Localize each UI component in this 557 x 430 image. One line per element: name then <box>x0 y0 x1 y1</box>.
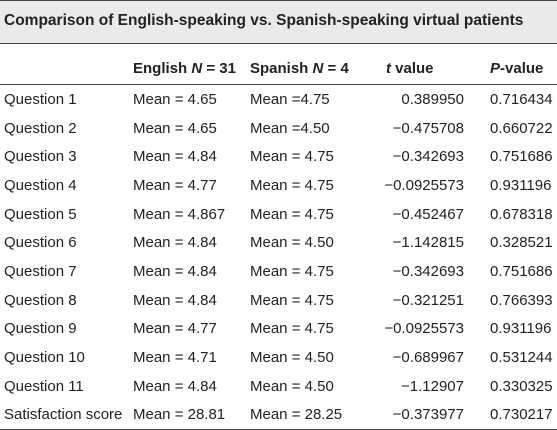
t-value: −0.475708 <box>392 119 464 137</box>
spanish-mean: Mean = 4.50 <box>250 349 334 367</box>
row-label: Satisfaction score <box>4 406 123 424</box>
t-value: −0.342693 <box>392 262 464 280</box>
row-label: Question 3 <box>4 148 77 166</box>
comparison-table: English N = 31 Spanish N = 4 t value P-v… <box>0 52 557 430</box>
english-mean: Mean = 4.84 <box>133 262 217 280</box>
header-question <box>0 52 129 85</box>
spanish-mean: Mean = 4.75 <box>250 320 334 338</box>
header-english: English N = 31 <box>133 59 236 77</box>
t-value: −0.0925573 <box>384 320 464 338</box>
row-label: Question 6 <box>4 234 77 252</box>
english-mean: Mean = 4.84 <box>133 234 217 252</box>
row-label: Question 11 <box>4 377 84 395</box>
p-value: 0.330325 <box>490 377 553 395</box>
spanish-mean: Mean =4.75 <box>250 90 330 108</box>
p-value: 0.660722 <box>490 119 553 137</box>
table-header: English N = 31 Spanish N = 4 t value P-v… <box>0 52 557 85</box>
p-value: 0.678318 <box>490 205 553 223</box>
spanish-mean: Mean = 4.50 <box>250 234 334 252</box>
table-row: Satisfaction score Mean = 28.81 Mean = 28.… <box>0 401 557 430</box>
p-value: 0.931196 <box>490 320 552 338</box>
row-label: Question 5 <box>4 205 77 223</box>
t-value: 0.389950 <box>401 90 464 108</box>
p-value: 0.751686 <box>490 148 553 166</box>
table-row: Question 5 Mean = 4.867 Mean = 4.75 −0.4524… <box>0 200 557 229</box>
row-label: Question 1 <box>4 90 77 108</box>
english-mean: Mean = 4.77 <box>133 176 217 194</box>
english-mean: Mean = 4.65 <box>133 90 217 108</box>
header-p-value: P-value <box>490 59 544 77</box>
p-value: 0.328521 <box>490 234 553 252</box>
spanish-mean: Mean = 4.75 <box>250 176 334 194</box>
t-value: −0.452467 <box>392 205 464 223</box>
spanish-mean: Mean = 28.25 <box>250 406 343 424</box>
table-row: Question 3 Mean = 4.84 Mean = 4.75 −0.34269… <box>0 142 557 171</box>
row-label: Question 8 <box>4 291 77 309</box>
row-label: Question 9 <box>4 320 77 338</box>
table-row: Question 7 Mean = 4.84 Mean = 4.75 −0.34269… <box>0 257 557 286</box>
table-title: Comparison of English-speaking vs. Spani… <box>4 12 524 29</box>
english-mean: Mean = 4.867 <box>133 205 226 223</box>
english-mean: Mean = 28.81 <box>133 406 226 424</box>
p-value: 0.716434 <box>490 90 553 108</box>
table-row: Question 9 Mean = 4.77 Mean = 4.75 −0.09255… <box>0 315 557 344</box>
table-row: Question 1 Mean = 4.65 Mean =4.75 0.389950 0… <box>0 85 557 114</box>
english-mean: Mean = 4.71 <box>133 349 217 367</box>
spanish-mean: Mean = 4.75 <box>250 262 334 280</box>
header-row: English N = 31 Spanish N = 4 t value P-v… <box>0 52 557 85</box>
p-value: 0.751686 <box>490 262 553 280</box>
row-label: Question 7 <box>4 262 77 280</box>
english-mean: Mean = 4.65 <box>133 119 217 137</box>
p-value: 0.730217 <box>490 406 553 424</box>
table-row: Question 11 Mean = 4.84 Mean = 4.50 −1.1290… <box>0 372 557 401</box>
row-label: Question 10 <box>4 349 85 367</box>
p-value: 0.766393 <box>490 291 553 309</box>
table-row: Question 4 Mean = 4.77 Mean = 4.75 −0.09255… <box>0 171 557 200</box>
t-value: −0.0925573 <box>384 176 464 194</box>
t-value: −1.12907 <box>401 377 464 395</box>
spanish-mean: Mean = 4.75 <box>250 205 334 223</box>
table-row: Question 2 Mean = 4.65 Mean =4.50 −0.475708… <box>0 114 557 143</box>
row-label: Question 4 <box>4 176 77 194</box>
row-label: Question 2 <box>4 119 77 137</box>
p-value: 0.931196 <box>490 176 552 194</box>
table-row: Question 10 Mean = 4.71 Mean = 4.50 −0.6899… <box>0 343 557 372</box>
english-mean: Mean = 4.77 <box>133 320 217 338</box>
table-title-row: Comparison of English-speaking vs. Spani… <box>0 0 557 44</box>
t-value: −0.342693 <box>392 148 464 166</box>
spanish-mean: Mean = 4.50 <box>250 377 334 395</box>
spanish-mean: Mean =4.50 <box>250 119 330 137</box>
p-value: 0.531244 <box>490 349 553 367</box>
english-mean: Mean = 4.84 <box>133 291 217 309</box>
header-t-value: t value <box>386 59 434 77</box>
t-value: −0.689967 <box>392 349 464 367</box>
t-value: −0.373977 <box>392 406 464 424</box>
spanish-mean: Mean = 4.75 <box>250 291 334 309</box>
table-body: Question 1 Mean = 4.65 Mean =4.75 0.389950 0… <box>0 85 557 430</box>
english-mean: Mean = 4.84 <box>133 377 217 395</box>
table-row: Question 8 Mean = 4.84 Mean = 4.75 −0.32125… <box>0 286 557 315</box>
table-row: Question 6 Mean = 4.84 Mean = 4.50 −1.14281… <box>0 228 557 257</box>
spanish-mean: Mean = 4.75 <box>250 148 334 166</box>
t-value: −1.142815 <box>392 234 464 252</box>
t-value: −0.321251 <box>392 291 464 309</box>
english-mean: Mean = 4.84 <box>133 148 217 166</box>
header-spanish: Spanish N = 4 <box>250 59 349 77</box>
